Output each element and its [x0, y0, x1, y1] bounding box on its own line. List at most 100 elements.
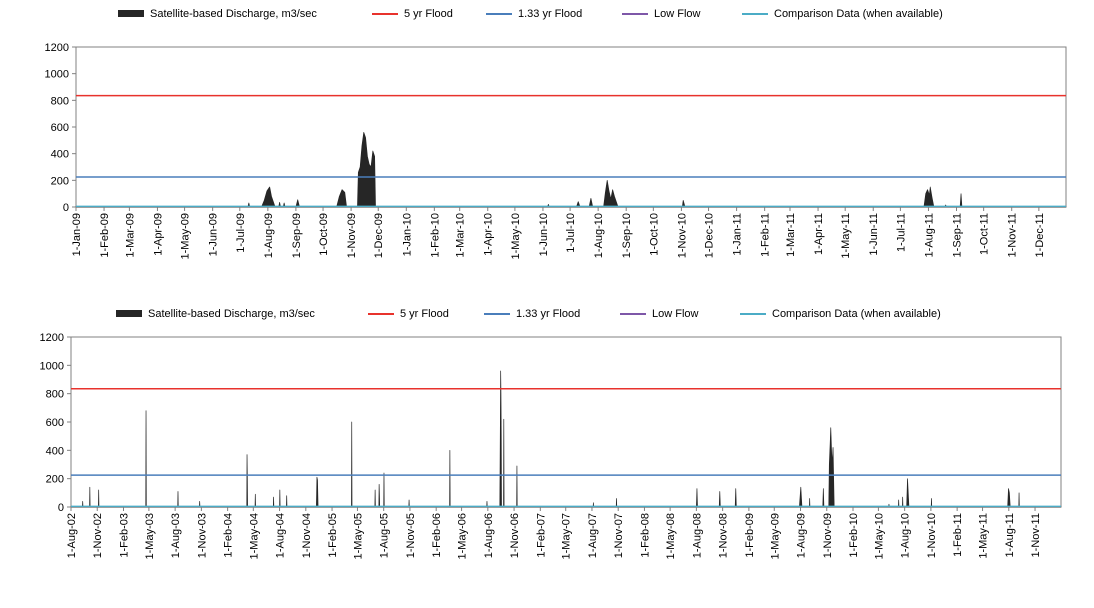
x-tick-label: 1-Aug-09	[796, 513, 808, 558]
x-tick-label: 1-Dec-10	[704, 213, 716, 258]
legend-swatch-5yr-flood	[368, 313, 394, 315]
x-tick-label: 1-Nov-06	[509, 513, 521, 558]
x-tick-label: 1-Nov-02	[92, 513, 104, 558]
x-tick-label: 1-Nov-04	[301, 513, 313, 558]
x-tick-label: 1-Feb-07	[535, 513, 547, 558]
y-tick-label: 800	[46, 389, 64, 401]
legend-label-5yr-flood: 5 yr Flood	[400, 308, 449, 320]
x-tick-label: 1-Mar-11	[785, 213, 797, 257]
x-tick-label: 1-Sep-10	[621, 213, 633, 258]
x-tick-label: 1-Feb-05	[327, 513, 339, 558]
plot-area: 0 200 400 600 800 1000 1200 1-Jan-09 1-Feb-09 1-M…	[45, 42, 1067, 259]
x-tick-label: 1-May-05	[352, 513, 364, 559]
x-tick-label: 1-Feb-04	[223, 513, 235, 558]
x-tick-label: 1-May-07	[561, 513, 573, 559]
x-tick-label: 1-Jul-09	[235, 213, 247, 253]
x-tick-label: 1-Jul-11	[895, 213, 907, 252]
x-tick-label: 1-Nov-10	[926, 513, 938, 558]
legend-label-discharge: Satellite-based Discharge, m3/sec	[150, 8, 317, 20]
x-tick-label: 1-Jan-11	[732, 213, 744, 256]
x-tick-label: 1-Nov-05	[405, 513, 417, 558]
x-tick-label: 1-Nov-11	[1007, 213, 1019, 257]
x-tick-label: 1-Aug-10	[900, 513, 912, 558]
x-tick-label: 1-Feb-06	[431, 513, 443, 558]
x-tick-label: 1-Jan-09	[71, 213, 83, 256]
discharge-chart-2002-2011: Satellite-based Discharge, m3/sec 5 yr F…	[0, 300, 1094, 608]
x-tick-label: 1-May-11	[840, 213, 852, 259]
x-tick-label: 1-Jul-10	[565, 213, 577, 253]
x-tick-label: 1-Dec-11	[1034, 213, 1046, 257]
legend-label-133yr-flood: 1.33 yr Flood	[516, 308, 581, 320]
x-tick-label: 1-Feb-08	[639, 513, 651, 558]
x-tick-label: 1-Feb-11	[760, 213, 772, 257]
x-tick-label: 1-Aug-09	[263, 213, 275, 258]
legend-swatch-discharge	[116, 310, 142, 317]
x-tick-label: 1-May-06	[457, 513, 469, 559]
plot-frame	[70, 336, 1062, 508]
x-tick-label: 1-Oct-09	[318, 213, 330, 256]
chart-legend: Satellite-based Discharge, m3/sec 5 yr F…	[0, 6, 1094, 22]
x-tick-label: 1-May-11	[978, 513, 990, 559]
x-tick-label: 1-Aug-10	[593, 213, 605, 258]
x-tick-label: 1-Aug-07	[587, 513, 599, 558]
x-tick-label: 1-Aug-05	[379, 513, 391, 558]
legend-swatch-133yr-flood	[484, 313, 510, 315]
y-tick-label: 200	[51, 175, 69, 187]
x-tick-label: 1-Feb-03	[118, 513, 130, 558]
y-tick-label: 600	[46, 417, 64, 429]
legend-label-low-flow: Low Flow	[654, 8, 701, 20]
x-tick-label: 1-Aug-06	[483, 513, 495, 558]
x-tick-label: 1-Aug-02	[66, 513, 78, 558]
y-tick-label: 1000	[45, 69, 69, 81]
x-tick-label: 1-Mar-09	[124, 213, 136, 258]
x-tick-label: 1-Nov-08	[718, 513, 730, 558]
y-tick-label: 0	[58, 502, 64, 514]
legend-swatch-discharge	[118, 10, 144, 17]
legend-label-5yr-flood: 5 yr Flood	[404, 8, 453, 20]
legend-label-discharge: Satellite-based Discharge, m3/sec	[148, 308, 315, 320]
x-tick-label: 1-Feb-10	[429, 213, 441, 258]
x-tick-label: 1-Jun-10	[538, 213, 550, 256]
x-tick-label: 1-Jan-10	[401, 213, 413, 256]
legend-swatch-comparison	[740, 313, 766, 315]
x-tick-label: 1-Aug-08	[691, 513, 703, 558]
discharge-chart-2009-2011: Satellite-based Discharge, m3/sec 5 yr F…	[0, 0, 1094, 300]
x-tick-label: 1-Jun-11	[868, 213, 880, 256]
x-tick-label: 1-Nov-11	[1030, 513, 1042, 557]
x-tick-label: 1-Nov-09	[822, 513, 834, 558]
discharge-area	[75, 131, 1067, 208]
y-tick-label: 0	[63, 202, 69, 214]
x-tick-label: 1-Dec-09	[373, 213, 385, 258]
legend-swatch-low-flow	[622, 13, 648, 15]
x-tick-label: 1-Sep-11	[952, 213, 964, 257]
legend-swatch-comparison	[742, 13, 768, 15]
x-tick-label: 1-Jun-09	[208, 213, 220, 256]
y-tick-label: 400	[51, 149, 69, 161]
x-tick-label: 1-Nov-03	[196, 513, 208, 558]
y-tick-label: 200	[46, 474, 64, 486]
x-tick-label: 1-Aug-03	[170, 513, 182, 558]
y-tick-label: 400	[46, 445, 64, 457]
x-tick-label: 1-Feb-10	[848, 513, 860, 558]
x-tick-label: 1-Feb-11	[952, 513, 964, 557]
x-tick-label: 1-Nov-09	[346, 213, 358, 258]
chart-legend: Satellite-based Discharge, m3/sec 5 yr F…	[0, 306, 1094, 322]
x-tick-label: 1-Apr-11	[813, 213, 825, 255]
x-tick-label: 1-Apr-10	[483, 213, 495, 256]
y-tick-label: 1200	[45, 42, 69, 54]
y-tick-label: 800	[51, 95, 69, 107]
x-tick-label: 1-Feb-09	[99, 213, 111, 258]
x-tick-label: 1-May-09	[769, 513, 781, 559]
discharge-area	[70, 370, 1062, 508]
legend-swatch-low-flow	[620, 313, 646, 315]
x-tick-label: 1-Aug-11	[1004, 513, 1016, 557]
legend-label-comparison: Comparison Data (when available)	[772, 308, 941, 320]
y-tick-label: 1200	[40, 332, 64, 344]
y-tick-label: 600	[51, 122, 69, 134]
legend-label-low-flow: Low Flow	[652, 308, 699, 320]
x-tick-label: 1-Oct-11	[979, 213, 991, 255]
x-tick-label: 1-Sep-09	[291, 213, 303, 258]
x-tick-label: 1-Aug-11	[923, 213, 935, 257]
legend-swatch-133yr-flood	[486, 13, 512, 15]
x-tick-label: 1-May-04	[248, 513, 260, 559]
